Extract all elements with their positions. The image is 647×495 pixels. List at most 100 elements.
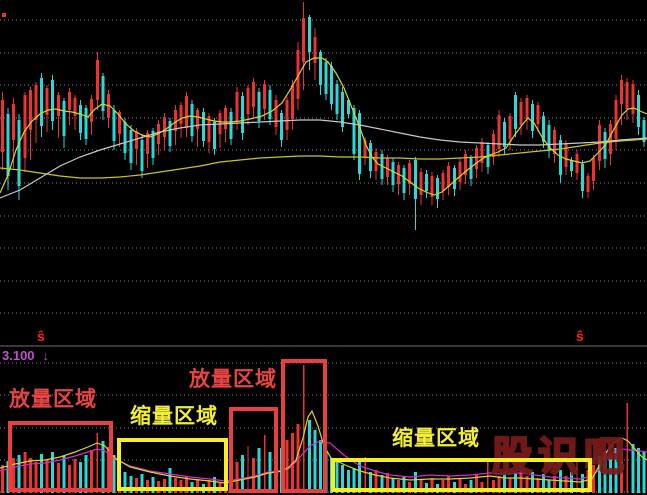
candle-body [341, 92, 345, 127]
candle-body [40, 78, 43, 126]
volume-bar [581, 474, 585, 493]
candle-body [413, 160, 417, 199]
candle-body [625, 82, 629, 109]
contraction-box-right [331, 458, 592, 492]
candle-body [536, 105, 540, 124]
candle-body [34, 85, 38, 120]
candle-body [302, 18, 306, 62]
candle-body [17, 120, 21, 186]
candle-body [246, 88, 250, 114]
volume-bar [358, 460, 361, 493]
volume-bar [12, 458, 16, 493]
volume-bar [173, 478, 177, 493]
sell-signal-marker-right: ŝ [576, 328, 584, 344]
volume-bar [441, 480, 445, 493]
candle-body [469, 158, 473, 179]
volume-bar [558, 470, 562, 493]
volume-bar [56, 463, 60, 493]
candle-body [151, 131, 155, 158]
candle-body [146, 133, 149, 154]
volume-bar [352, 468, 356, 493]
candle-body [162, 117, 166, 137]
volume-bar [346, 470, 350, 493]
volume-bar [369, 472, 373, 493]
volume-bar [564, 476, 568, 493]
down-arrow-icon: ↓ [42, 348, 50, 363]
volume-bar [235, 462, 239, 493]
volume-bar [374, 470, 378, 493]
candle-body [497, 115, 501, 149]
candle-body [207, 116, 211, 142]
volume-bar [17, 455, 21, 493]
candle-body [118, 112, 122, 134]
candle-body [185, 96, 189, 128]
volume-value: 3.100 [2, 348, 35, 363]
volume-bar [247, 446, 249, 493]
candle-body [508, 116, 512, 139]
candle-body [90, 99, 94, 122]
volume-bar [452, 482, 456, 493]
volume-bar [469, 480, 473, 493]
candle-body [620, 80, 624, 104]
candle-body [530, 104, 534, 131]
candle-body [274, 100, 278, 127]
candle-body [335, 84, 339, 114]
candles-group [1, 2, 646, 230]
volume-bar [480, 482, 484, 493]
candle-body [330, 66, 334, 104]
candle-body [581, 164, 585, 191]
volume-bar [597, 456, 601, 493]
volume-bar [112, 455, 116, 493]
candle-body [79, 105, 83, 133]
volume-bar [335, 462, 339, 493]
candle-body [252, 82, 255, 107]
candle-body [229, 112, 233, 139]
candle-body [491, 134, 495, 157]
candle-body [385, 158, 389, 177]
candle-body [307, 17, 311, 52]
candle-body [268, 90, 272, 119]
volume-bar [341, 465, 345, 493]
candle-body [575, 154, 579, 173]
candle-body [28, 90, 32, 130]
volume-bar [576, 462, 578, 493]
volume-bar [240, 455, 244, 493]
candle-body [56, 95, 60, 116]
expansion-box-left [8, 421, 113, 492]
volume-bar [491, 480, 495, 493]
volume-bar [413, 472, 417, 493]
candle-body [112, 110, 116, 141]
volume-bar [408, 482, 412, 493]
top-left-red-tick [2, 13, 6, 17]
candle-body [51, 80, 55, 121]
candle-body [313, 37, 317, 63]
volume-bar [642, 452, 646, 493]
label-contraction-area-left: 缩量区域 [130, 405, 218, 428]
volume-bar [447, 476, 451, 493]
volume-bar [307, 420, 311, 493]
candle-body [408, 163, 412, 184]
candle-body [23, 95, 27, 158]
candle-body [436, 178, 440, 199]
candle-body [201, 112, 205, 141]
candle-body [62, 101, 66, 136]
label-expansion-area-mid: 放量区域 [189, 368, 277, 391]
volume-bar [264, 435, 266, 493]
volume-bar [129, 476, 133, 493]
volume-bar [364, 457, 366, 493]
candle-body [213, 122, 216, 149]
candle-body [257, 92, 261, 121]
candle-body [196, 110, 200, 129]
candle-body [592, 158, 596, 181]
volume-bar [90, 450, 94, 493]
expansion-box-mid [229, 407, 278, 493]
volume-bar [134, 478, 138, 493]
price-ma-long-line [0, 138, 647, 179]
volume-readout: 3.100 ↓ [2, 349, 49, 362]
candle-body [168, 121, 172, 146]
candle-body [553, 130, 557, 154]
volume-bar [67, 465, 71, 493]
candle-body [558, 140, 562, 175]
candle-body [140, 140, 144, 171]
volume-bar [73, 459, 77, 493]
